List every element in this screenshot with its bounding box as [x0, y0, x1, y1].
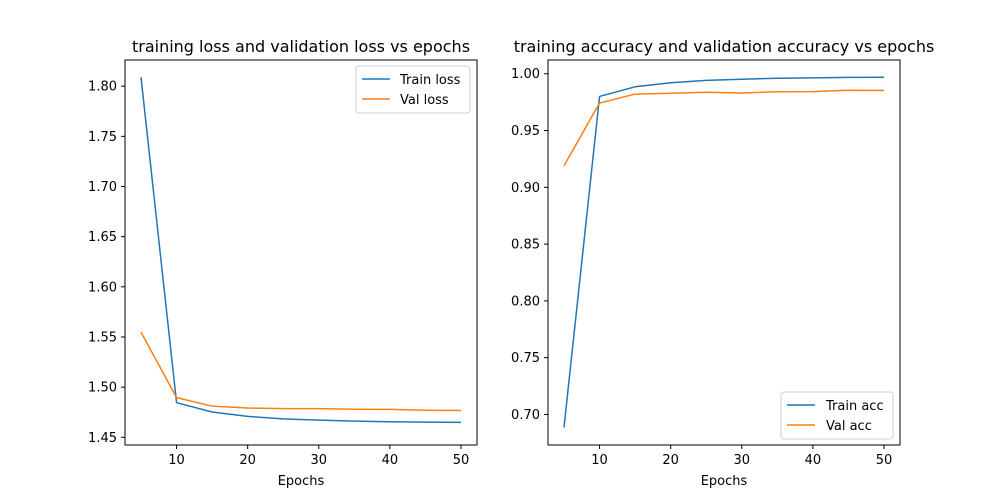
loss-chart-lines	[140, 77, 462, 424]
loss-chart-y-tick-label: 1.80	[88, 80, 117, 95]
loss-chart-x-ticks: 10 20 30 40 50	[168, 445, 469, 468]
series-line-val-loss	[140, 331, 462, 412]
loss-chart-legend: Train loss Val loss	[355, 65, 471, 114]
accuracy-chart-y-tick-label: 0.90	[511, 181, 540, 196]
legend-label-val-loss: Val loss	[400, 93, 449, 108]
loss-chart-x-tick-label: 50	[453, 453, 470, 468]
accuracy-chart-lines	[563, 76, 885, 428]
loss-chart-x-label: Epochs	[278, 474, 325, 489]
accuracy-chart-y-tick-label: 0.85	[511, 238, 540, 253]
accuracy-chart-x-ticks: 10 20 30 40 50	[591, 445, 892, 468]
accuracy-chart-x-tick-label: 50	[876, 453, 893, 468]
series-line-train-acc	[563, 76, 885, 428]
accuracy-chart-title: training accuracy and validation accurac…	[514, 37, 935, 56]
loss-chart-y-ticks: 1.45 1.50 1.55 1.60 1.65 1.70 1.75 1.80	[88, 80, 125, 446]
loss-chart-x-tick-label: 40	[382, 453, 399, 468]
loss-chart-y-tick-label: 1.70	[88, 180, 117, 195]
accuracy-chart-x-tick-label: 20	[662, 453, 679, 468]
loss-chart-legend-box	[355, 65, 471, 114]
accuracy-chart-x-label: Epochs	[701, 474, 748, 489]
accuracy-chart-y-tick-label: 0.95	[511, 124, 540, 139]
accuracy-chart-x-tick-label: 30	[734, 453, 751, 468]
accuracy-chart-y-ticks: 0.70 0.75 0.80 0.85 0.90 0.95 1.00	[511, 67, 548, 423]
loss-chart-y-tick-label: 1.65	[88, 230, 117, 245]
legend-label-train-loss: Train loss	[399, 73, 461, 88]
loss-chart: training loss and validation loss vs epo…	[88, 37, 478, 489]
accuracy-chart-y-tick-label: 0.75	[511, 351, 540, 366]
loss-chart-plot-frame	[124, 59, 478, 446]
legend-label-train-acc: Train acc	[825, 399, 884, 414]
loss-chart-y-tick-label: 1.55	[88, 330, 117, 345]
accuracy-chart-y-tick-label: 1.00	[511, 67, 540, 82]
accuracy-chart-plot-frame	[547, 59, 901, 446]
legend-label-val-acc: Val acc	[826, 419, 872, 434]
loss-chart-x-tick-label: 10	[168, 453, 185, 468]
series-line-val-acc	[563, 89, 885, 167]
loss-chart-y-tick-label: 1.50	[88, 381, 117, 396]
loss-chart-y-tick-label: 1.75	[88, 130, 117, 145]
accuracy-chart-y-tick-label: 0.70	[511, 408, 540, 423]
accuracy-chart-y-tick-label: 0.80	[511, 294, 540, 309]
loss-chart-x-tick-label: 20	[239, 453, 256, 468]
loss-chart-title: training loss and validation loss vs epo…	[132, 37, 470, 56]
series-line-train-loss	[140, 77, 462, 424]
loss-chart-y-tick-label: 1.45	[88, 431, 117, 446]
accuracy-chart-x-tick-label: 40	[805, 453, 822, 468]
accuracy-chart-legend: Train acc Val acc	[780, 391, 894, 440]
accuracy-chart-x-tick-label: 10	[591, 453, 608, 468]
loss-chart-y-tick-label: 1.60	[88, 280, 117, 295]
accuracy-chart: training accuracy and validation accurac…	[511, 37, 934, 489]
loss-chart-x-tick-label: 30	[311, 453, 328, 468]
accuracy-chart-legend-box	[780, 391, 894, 440]
